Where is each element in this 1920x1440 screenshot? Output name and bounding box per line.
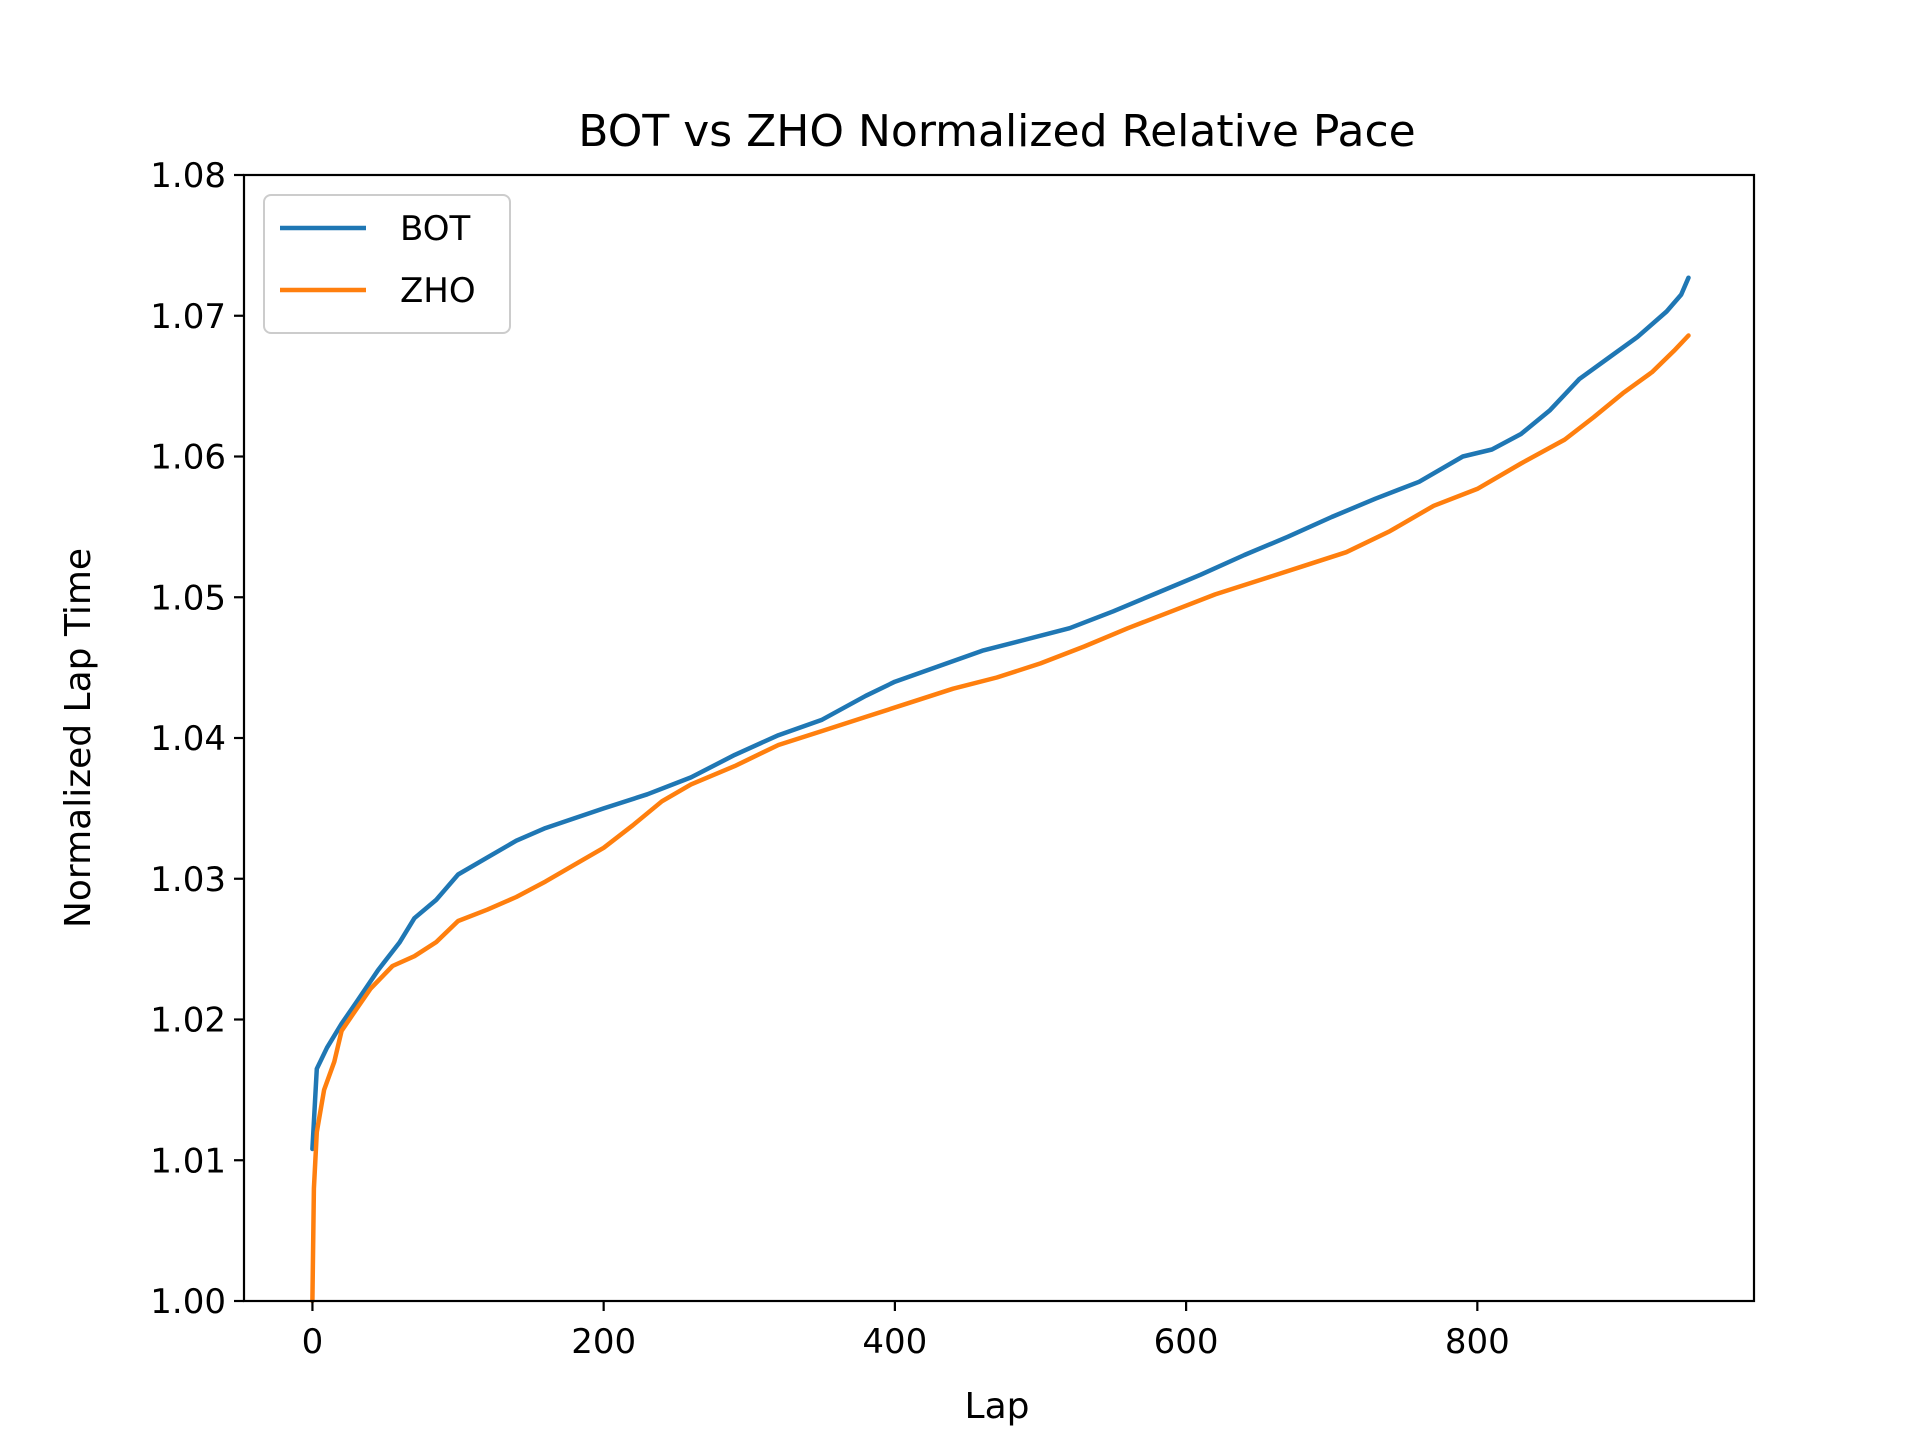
y-tick-label: 1.08 <box>150 156 226 196</box>
x-axis-label: Lap <box>965 1386 1030 1427</box>
y-axis: 1.00 1.01 1.02 1.03 1.04 1.05 1.06 1.07 1.08 <box>150 156 244 1322</box>
y-tick-label: 1.06 <box>150 438 226 478</box>
x-tick-label: 600 <box>1154 1322 1219 1362</box>
y-tick-label: 1.05 <box>150 578 226 618</box>
y-tick-label: 1.07 <box>150 297 226 337</box>
y-tick-label: 1.01 <box>150 1141 226 1181</box>
legend-label-zho: ZHO <box>400 271 476 311</box>
series-line-bot <box>310 275 1691 1152</box>
legend-items: BOT ZHO <box>280 209 476 311</box>
series-line-zho <box>310 333 1691 1304</box>
y-tick-label: 1.04 <box>150 719 226 759</box>
y-tick-label: 1.03 <box>150 860 226 900</box>
series-layer <box>310 275 1691 1304</box>
y-tick-label: 1.00 <box>150 1282 226 1322</box>
y-tick-label: 1.02 <box>150 1001 226 1041</box>
y-axis-label: Normalized Lap Time <box>58 548 99 928</box>
legend-box <box>263 194 511 334</box>
chart-title: BOT vs ZHO Normalized Relative Pace <box>578 106 1415 157</box>
legend-label-bot: BOT <box>400 209 470 249</box>
x-tick-label: 400 <box>862 1322 927 1362</box>
x-tick-label: 800 <box>1445 1322 1510 1362</box>
legend: BOT ZHO <box>263 194 511 334</box>
x-tick-label: 200 <box>571 1322 636 1362</box>
x-tick-label: 0 <box>302 1322 324 1362</box>
x-axis: 0 200 400 600 800 <box>302 1301 1510 1362</box>
